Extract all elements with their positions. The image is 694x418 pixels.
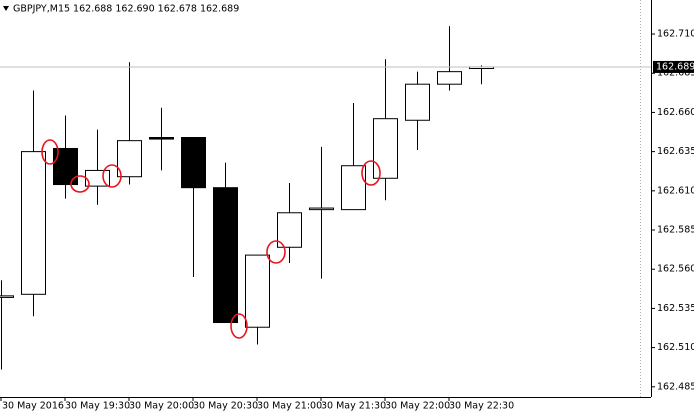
bullish-body — [437, 71, 462, 85]
y-tick-label: 162.535 — [657, 303, 694, 314]
circle-annotation — [41, 139, 59, 165]
x-tick-label: 30 May 19:30 — [65, 401, 130, 412]
x-tick-label: 30 May 20:30 — [193, 401, 258, 412]
y-tick-label: 162.485 — [657, 381, 694, 392]
y-tick-label: 162.560 — [657, 264, 694, 275]
circle-annotation — [230, 313, 248, 339]
circle-annotation — [70, 175, 90, 193]
x-tick-label: 30 May 22:30 — [449, 401, 514, 412]
y-tick-label: 162.585 — [657, 225, 694, 236]
bullish-body — [309, 207, 334, 211]
bullish-body — [117, 140, 142, 178]
bullish-body — [0, 295, 14, 298]
bullish-body — [405, 83, 430, 121]
last-price-box — [653, 60, 694, 73]
bearish-body — [213, 187, 238, 324]
last-price-label: 162.689 — [656, 61, 694, 72]
x-tick-label: 30 May 21:30 — [321, 401, 386, 412]
y-tick-label: 162.660 — [657, 107, 694, 118]
x-tick-label: 30 May 2016 — [2, 401, 64, 412]
y-tick-label: 162.610 — [657, 185, 694, 196]
bullish-body — [277, 212, 302, 248]
bullish-body — [373, 118, 398, 179]
y-tick-label: 162.710 — [657, 29, 694, 40]
y-tick-label: 162.635 — [657, 146, 694, 157]
y-tick-label: 162.685 — [657, 68, 694, 79]
bearish-body — [149, 137, 174, 140]
chart-title: GBPJPY,M15 162.688 162.690 162.678 162.6… — [13, 4, 239, 15]
circle-annotation — [102, 164, 122, 188]
circle-annotation — [266, 240, 286, 264]
menu-arrow[interactable] — [3, 6, 9, 11]
x-tick-label: 30 May 22:00 — [385, 401, 450, 412]
x-tick-label: 30 May 20:00 — [129, 401, 194, 412]
annotations — [41, 139, 381, 339]
x-tick-label: 30 May 21:00 — [257, 401, 322, 412]
bearish-body — [181, 137, 206, 189]
bullish-body — [245, 254, 270, 328]
circle-annotation — [361, 160, 381, 186]
y-tick-label: 162.510 — [657, 342, 694, 353]
bullish-body — [21, 151, 46, 295]
